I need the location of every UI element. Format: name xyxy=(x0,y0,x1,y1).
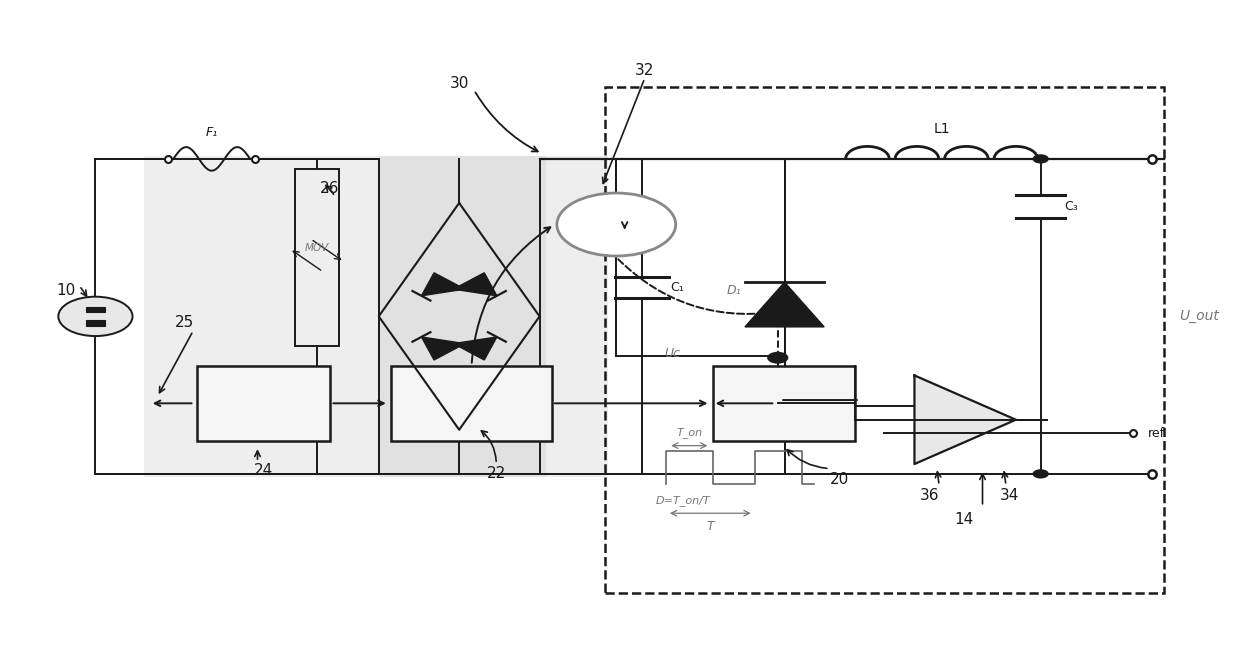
Polygon shape xyxy=(914,376,1016,464)
Bar xyxy=(86,320,105,326)
Text: 20: 20 xyxy=(830,472,849,486)
Text: T: T xyxy=(707,520,714,533)
Text: C₃: C₃ xyxy=(1065,200,1079,213)
Text: 32: 32 xyxy=(635,63,655,78)
Circle shape xyxy=(557,193,676,256)
Text: 14: 14 xyxy=(955,512,973,527)
Text: 36: 36 xyxy=(920,488,939,503)
Text: U_out: U_out xyxy=(1179,309,1219,324)
Text: ref: ref xyxy=(1148,426,1166,440)
Bar xyxy=(391,366,552,441)
Bar xyxy=(713,366,856,441)
Text: MOV: MOV xyxy=(305,243,329,254)
Bar xyxy=(378,156,546,477)
Text: 26: 26 xyxy=(320,181,339,196)
Text: 10: 10 xyxy=(56,283,76,298)
Bar xyxy=(144,156,608,477)
Text: 22: 22 xyxy=(486,467,506,481)
Text: 30: 30 xyxy=(449,76,469,91)
Polygon shape xyxy=(745,282,825,327)
Polygon shape xyxy=(422,337,465,360)
Polygon shape xyxy=(422,273,465,296)
Text: 25: 25 xyxy=(175,316,195,330)
Text: F₁: F₁ xyxy=(206,126,218,139)
Bar xyxy=(197,366,331,441)
Text: 34: 34 xyxy=(999,488,1019,503)
Text: C₁: C₁ xyxy=(670,281,683,294)
Circle shape xyxy=(768,353,787,363)
Circle shape xyxy=(1033,470,1048,478)
Text: Uc: Uc xyxy=(663,347,680,360)
Text: L1: L1 xyxy=(934,123,950,136)
Bar xyxy=(86,307,105,312)
Circle shape xyxy=(58,297,133,336)
Text: 24: 24 xyxy=(254,463,273,478)
Bar xyxy=(295,169,340,346)
Polygon shape xyxy=(454,273,497,296)
Bar xyxy=(605,87,1164,593)
Text: T_on: T_on xyxy=(676,427,702,438)
Text: D₁: D₁ xyxy=(727,283,742,297)
Circle shape xyxy=(1033,155,1048,163)
Text: D=T_on/T: D=T_on/T xyxy=(656,495,711,505)
Polygon shape xyxy=(454,337,497,360)
